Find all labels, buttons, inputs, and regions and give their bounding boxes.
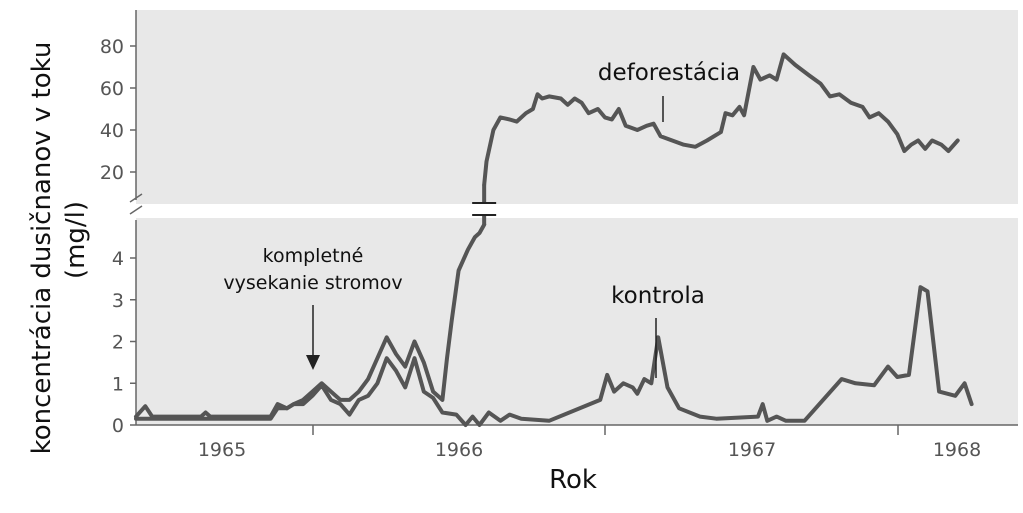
series-break-mark — [470, 184, 499, 225]
axis-break-band — [120, 204, 1020, 218]
annotation-cut-arrow-head — [306, 355, 320, 370]
y-axis-title-line2: (mg/l) — [61, 201, 91, 279]
y-tick-label: 20 — [100, 162, 124, 184]
annotation-cut-line1: kompletné — [263, 245, 364, 267]
y-ticks: 80 60 40 20 4 3 2 1 0 — [100, 36, 136, 437]
y-tick-label: 60 — [100, 78, 124, 100]
y-tick-label: 1 — [112, 373, 124, 395]
y-tick-label: 40 — [100, 120, 124, 142]
y-tick-label: 0 — [112, 415, 124, 437]
axis-break-mark-2 — [129, 205, 143, 215]
y-tick-label: 80 — [100, 36, 124, 58]
x-tick-label: 1966 — [435, 439, 483, 461]
annotation-deforested-label: deforestácia — [598, 60, 740, 86]
x-tick-label: 1965 — [198, 439, 246, 461]
y-tick-label: 3 — [112, 290, 124, 312]
x-tick-label: 1967 — [728, 439, 776, 461]
series-line-kontrola-lower — [134, 285, 974, 427]
series-line-deforestacia-lower — [134, 222, 487, 419]
x-axis-title: Rok — [549, 465, 597, 495]
x-tick-label: 1968 — [933, 439, 981, 461]
plot-background-lower — [136, 218, 1018, 425]
y-tick-label: 2 — [112, 332, 124, 354]
annotation-control-label: kontrola — [611, 283, 705, 309]
annotation-cut-line2: vysekanie stromov — [223, 272, 402, 294]
series-line-deforestacia-upper — [482, 52, 960, 187]
plot-background-upper — [136, 10, 1018, 204]
x-ticks: 1965 1966 1967 1968 — [198, 425, 981, 461]
series-break-gap — [470, 204, 499, 214]
y-axis-title-line1: koncentrácia dusičnanov v toku — [27, 42, 57, 455]
y-tick-label: 4 — [112, 248, 124, 270]
series-layer — [134, 52, 974, 427]
axis-break-mark-1 — [129, 193, 143, 203]
